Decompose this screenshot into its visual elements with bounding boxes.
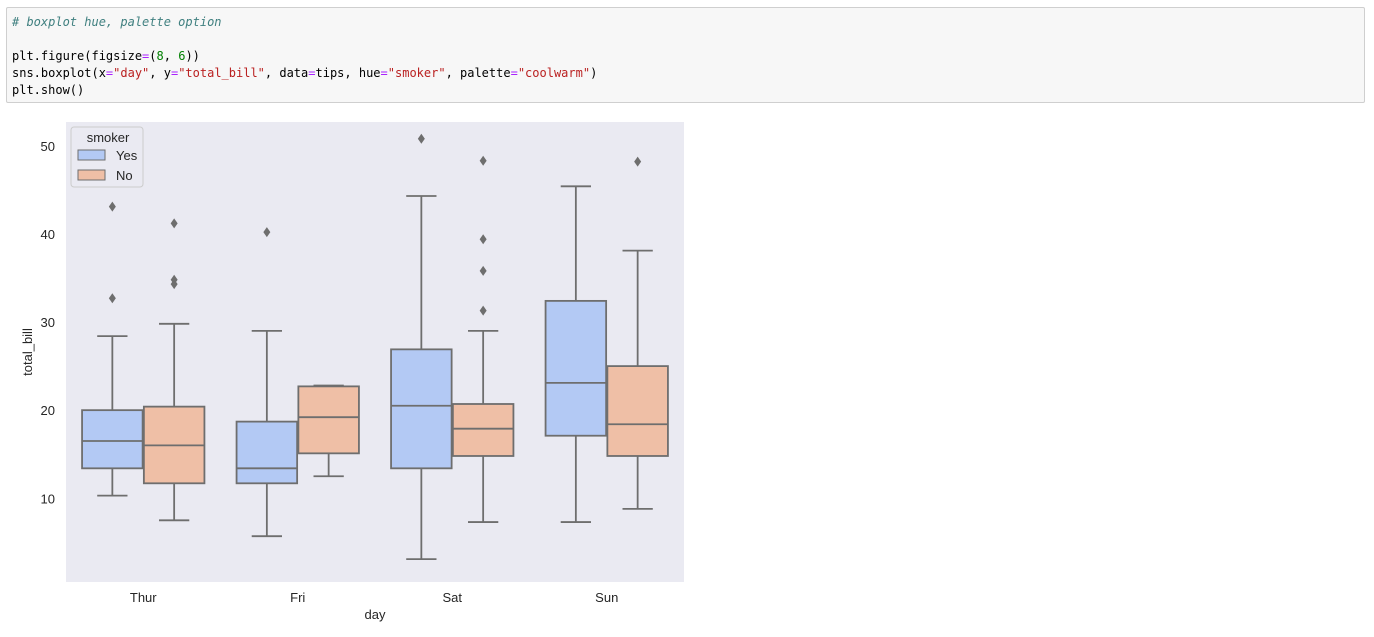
y-tick-label: 30 xyxy=(41,315,55,330)
y-tick-label: 50 xyxy=(41,139,55,154)
code-token: "smoker" xyxy=(387,66,446,80)
legend-title: smoker xyxy=(87,130,130,145)
code-token: ) xyxy=(590,66,598,80)
code-token: = xyxy=(510,66,518,80)
boxplot-figure: 10 20 30 40 50 Thur Fri Sat Sun day total_bill smok… xyxy=(20,122,684,622)
box-yes-sun xyxy=(544,299,608,437)
box-no-fri xyxy=(297,385,360,455)
code-token: "total_bill" xyxy=(178,66,265,80)
y-axis-label: total_bill xyxy=(20,328,35,376)
code-token: )) xyxy=(185,49,200,63)
code-token: ( xyxy=(149,49,157,63)
code-token: "day" xyxy=(113,66,150,80)
code-token: plt.figure(figsize xyxy=(12,49,143,63)
code-token: = xyxy=(170,66,179,80)
x-tick-label: Thur xyxy=(130,590,157,605)
code-line: plt.figure(figsize=(8, 6)) xyxy=(12,48,597,65)
outlier-point xyxy=(479,155,487,166)
y-tick-label: 40 xyxy=(41,227,55,242)
code-token: sns.boxplot(x xyxy=(12,66,106,80)
outlier-point xyxy=(108,201,116,212)
code-token: plt.show() xyxy=(12,83,85,97)
outlier-point xyxy=(417,133,425,144)
box-yes-fri xyxy=(235,420,299,485)
y-tick-label: 10 xyxy=(41,491,55,506)
x-tick-label: Sun xyxy=(595,590,618,605)
box-no-sun xyxy=(606,365,669,457)
code-token: , palette xyxy=(445,66,511,80)
legend-swatch-no xyxy=(77,169,106,181)
code-cell[interactable]: # boxplot hue, palette option plt.figure(… xyxy=(6,7,1365,103)
code-editor[interactable]: # boxplot hue, palette option plt.figure(… xyxy=(12,14,597,99)
outlier-point xyxy=(479,305,487,316)
outlier-point xyxy=(263,227,271,238)
code-token: = xyxy=(308,66,316,80)
code-token: 6 xyxy=(178,49,186,63)
code-line: sns.boxplot(x="day", y="total_bill", dat… xyxy=(12,65,597,82)
outlier-point xyxy=(108,293,116,304)
code-token: tips, hue xyxy=(315,66,381,80)
x-axis-label: day xyxy=(365,607,386,622)
code-token: = xyxy=(105,66,114,80)
box-yes-sat xyxy=(390,348,453,470)
code-token: , y xyxy=(149,66,171,80)
box-no-sat xyxy=(451,403,515,457)
x-tick-label: Fri xyxy=(290,590,305,605)
x-tick-label: Sat xyxy=(442,590,462,605)
outlier-point xyxy=(170,274,178,285)
outlier-point xyxy=(634,156,642,167)
code-token: = xyxy=(380,66,388,80)
code-token: , data xyxy=(264,66,309,80)
legend-label-no: No xyxy=(116,168,133,183)
outlier-point xyxy=(479,265,487,276)
code-line: plt.show() xyxy=(12,82,597,99)
code-token: 8 xyxy=(156,49,164,63)
output-area: 10 20 30 40 50 Thur Fri Sat Sun day total_bill smok… xyxy=(0,110,700,637)
code-token: "coolwarm" xyxy=(517,66,591,80)
outlier-point xyxy=(479,234,487,245)
code-token: , xyxy=(163,49,179,63)
legend-swatch-yes xyxy=(77,149,106,161)
y-tick-label: 20 xyxy=(41,403,55,418)
code-line xyxy=(12,31,597,48)
code-token: # boxplot hue, palette option xyxy=(12,15,222,29)
outlier-point xyxy=(170,218,178,229)
code-line: # boxplot hue, palette option xyxy=(12,14,597,31)
legend-label-yes: Yes xyxy=(116,148,138,163)
box-yes-thur xyxy=(81,409,144,470)
code-token: = xyxy=(142,49,150,63)
